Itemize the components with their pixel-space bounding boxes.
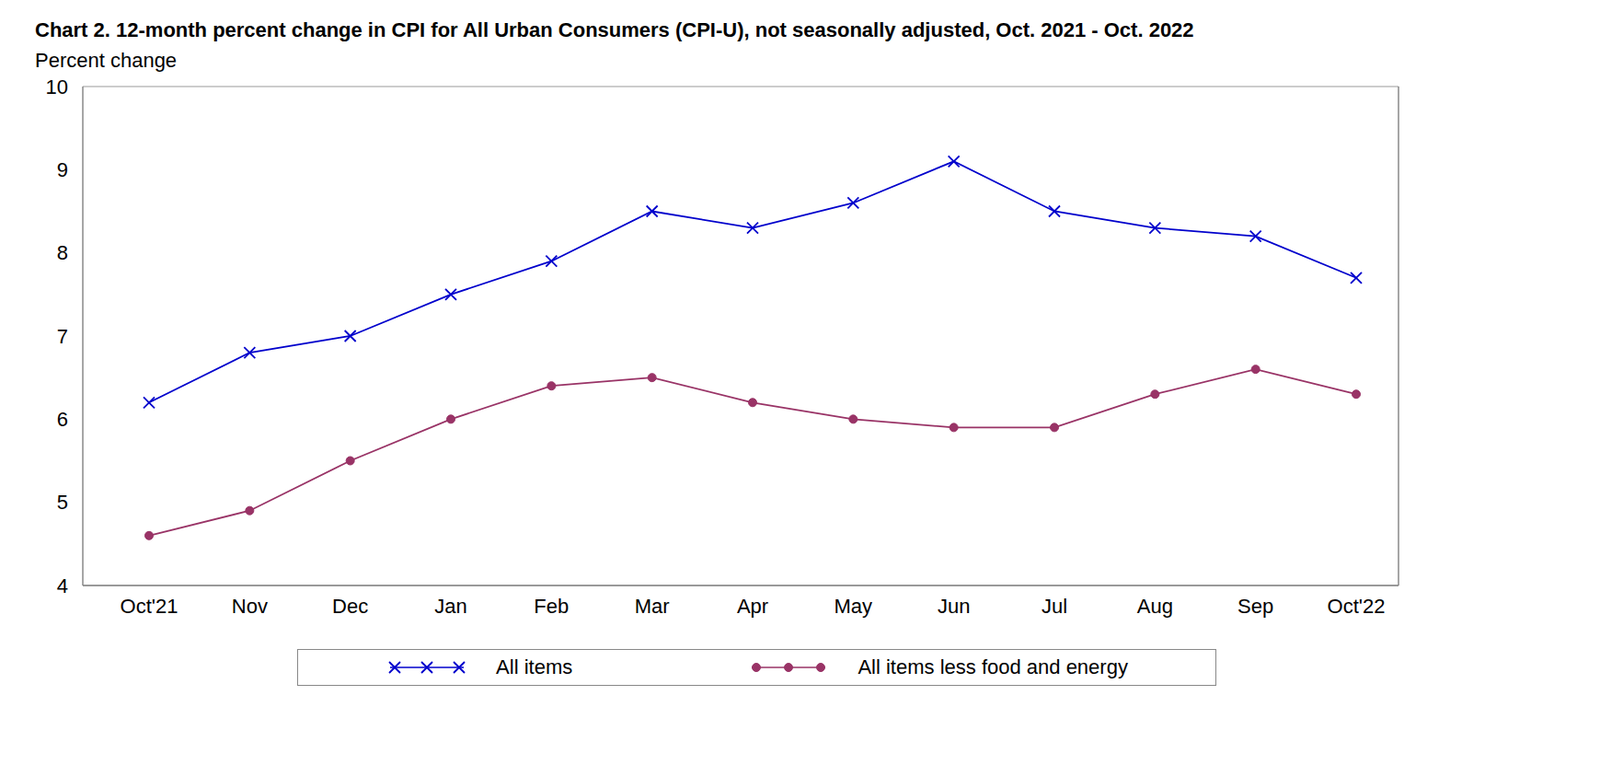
svg-text:Nov: Nov [231,594,268,618]
svg-text:Sep: Sep [1237,594,1274,618]
svg-text:8: 8 [57,241,69,265]
svg-text:Jul: Jul [1041,594,1068,618]
svg-text:7: 7 [57,324,69,348]
svg-text:Feb: Feb [533,594,569,618]
html-text:All items less food and energy: All items less food and energy [857,655,1128,679]
svg-text:Apr: Apr [736,594,769,618]
svg-text:9: 9 [57,158,69,182]
svg-text:Oct'21: Oct'21 [120,594,179,618]
html-text:All items: All items [496,655,573,679]
svg-text:Mar: Mar [634,594,670,618]
svg-text:4: 4 [57,574,69,598]
html-text:Chart 2. 12-month percent chan: Chart 2. 12-month percent change in CPI … [34,18,1194,42]
svg-text:Jan: Jan [434,594,467,618]
svg-text:5: 5 [57,490,69,514]
svg-text:Dec: Dec [332,594,369,618]
svg-text:Oct'22: Oct'22 [1327,594,1386,618]
svg-text:Aug: Aug [1137,594,1174,618]
svg-text:Jun: Jun [937,594,970,618]
svg-text:May: May [834,594,874,618]
html-text:Percent change: Percent change [34,48,177,72]
svg-text:6: 6 [57,407,69,431]
svg-text:10: 10 [46,75,69,99]
